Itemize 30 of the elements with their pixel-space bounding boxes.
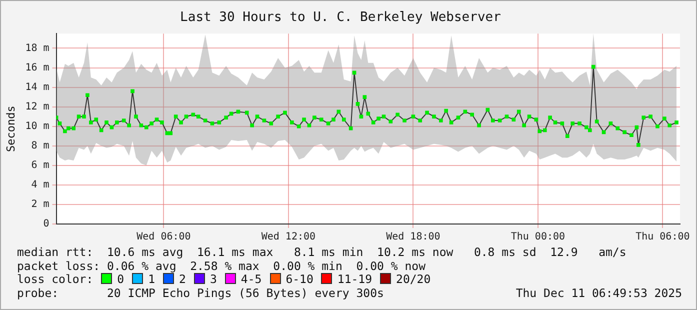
- text: 20/20: [396, 272, 431, 286]
- text: Thu Dec 11 06:49:53 2025: [516, 286, 682, 300]
- y-tick-label: 2 m: [31, 199, 50, 210]
- y-tick-label: 8 m: [31, 140, 50, 152]
- text: 2: [179, 272, 186, 286]
- y-tick-label: 16 m: [25, 62, 50, 74]
- y-tick-label: 6 m: [31, 160, 50, 172]
- text: 4-5: [240, 272, 262, 286]
- text: 11-19: [337, 272, 372, 286]
- y-tick-label: 0: [43, 218, 50, 230]
- text: 0: [117, 272, 124, 286]
- y-tick-label: 12 m: [25, 101, 50, 112]
- text: 3: [210, 272, 217, 286]
- text: loss color:: [17, 272, 94, 286]
- y-axis-title: Seconds: [4, 106, 18, 152]
- y-tick-label: 4 m: [31, 180, 50, 191]
- text: median rtt: 10.6 ms avg 16.1 ms max 8.1 ms min 10.2 ms now 0.8 ms sd 12.9 am/s: [17, 245, 626, 259]
- text: packet loss: 0.06 % avg 2.58 % max 0.00 % min 0.00 % now: [17, 258, 426, 272]
- text: 1: [148, 272, 156, 286]
- text: 6-10: [286, 272, 314, 286]
- y-tick-label: 18 m: [25, 42, 50, 54]
- x-tick-label: Wed 12:00: [261, 232, 316, 243]
- y-tick-label: 14 m: [25, 82, 50, 93]
- x-tick-label: Thu 00:00: [510, 232, 566, 243]
- chart-title: Last 30 Hours to U. C. Berkeley Webserver: [180, 10, 502, 26]
- x-tick-label: Wed 06:00: [136, 232, 191, 243]
- x-tick-label: Thu 06:00: [636, 232, 690, 243]
- text: probe: 20 ICMP Echo Pings (56 Bytes) every 300s: [17, 286, 384, 300]
- x-tick-label: Wed 18:00: [386, 232, 440, 243]
- y-tick-label: 10 m: [25, 120, 50, 132]
